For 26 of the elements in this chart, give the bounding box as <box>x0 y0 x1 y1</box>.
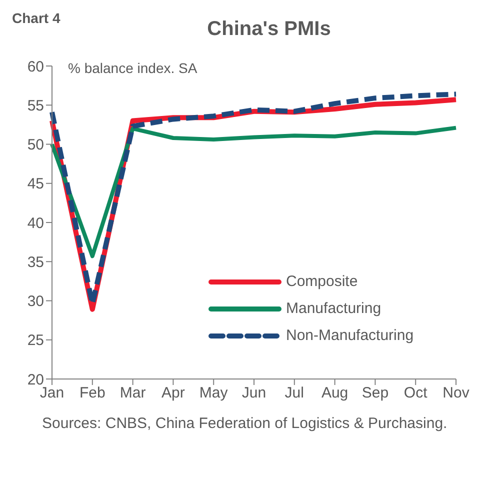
x-tick-label: Aug <box>321 384 348 402</box>
y-tick-label: 40 <box>27 214 44 232</box>
y-tick-label: 55 <box>27 97 44 114</box>
y-tick-label: 50 <box>27 136 44 154</box>
source-note: Sources: CNBS, China Federation of Logistics & Purchasing. <box>41 414 448 432</box>
x-tick-label: May <box>199 384 228 402</box>
line-series <box>50 126 458 258</box>
x-tick-label: Mar <box>120 384 146 402</box>
y-tick-label: 60 <box>27 58 44 76</box>
x-tick-label: Oct <box>404 384 428 402</box>
legend-label: Non-Manufacturing <box>286 327 414 344</box>
x-tick-label: Jun <box>242 384 266 402</box>
y-tick-label: 25 <box>27 332 44 350</box>
caption: Chart 4 <box>12 10 60 26</box>
x-tick-label: Nov <box>442 384 470 402</box>
y-tick-label: 35 <box>27 254 44 271</box>
x-tick-label: Feb <box>79 384 106 402</box>
y-axis-title: % balance index. SA <box>68 60 198 76</box>
legend-label: Composite <box>286 273 358 290</box>
chart-title: China's PMIs <box>207 18 331 40</box>
x-tick-label: Sep <box>362 384 389 402</box>
legend-label: Manufacturing <box>286 300 382 317</box>
y-tick-label: 45 <box>27 176 44 193</box>
x-tick-label: Apr <box>162 384 185 402</box>
x-tick-label: Jul <box>284 384 304 402</box>
y-tick-label: 30 <box>27 293 44 310</box>
